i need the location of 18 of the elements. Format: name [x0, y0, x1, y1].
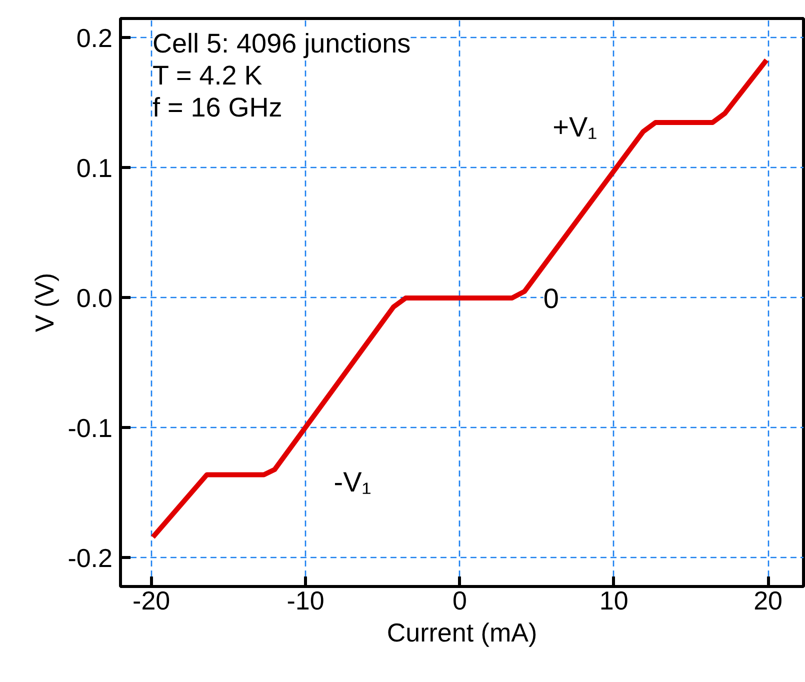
x-tick-label: -10: [286, 586, 324, 616]
annotation: +V₁: [552, 111, 598, 142]
y-tick-label: 0.0: [76, 282, 113, 313]
y-axis-title: V (V): [30, 272, 60, 332]
annotation: T = 4.2 K: [152, 60, 262, 90]
annotation: f = 16 GHz: [152, 92, 282, 122]
annotation: 0: [543, 282, 559, 314]
y-tick-label: 0.1: [76, 152, 113, 183]
annotation: -V₁: [334, 466, 372, 498]
x-tick-label: -20: [132, 586, 170, 616]
y-tick-label: 0.2: [76, 22, 113, 53]
x-tick-label: 10: [599, 586, 628, 616]
x-tick-label: 20: [754, 586, 782, 616]
y-tick-label: -0.1: [68, 412, 113, 443]
y-tick-label: -0.2: [68, 542, 113, 573]
annotation: Cell 5: 4096 junctions: [152, 28, 411, 58]
x-axis-title: Current (mA): [386, 618, 538, 648]
x-tick-label: 0: [452, 586, 467, 616]
